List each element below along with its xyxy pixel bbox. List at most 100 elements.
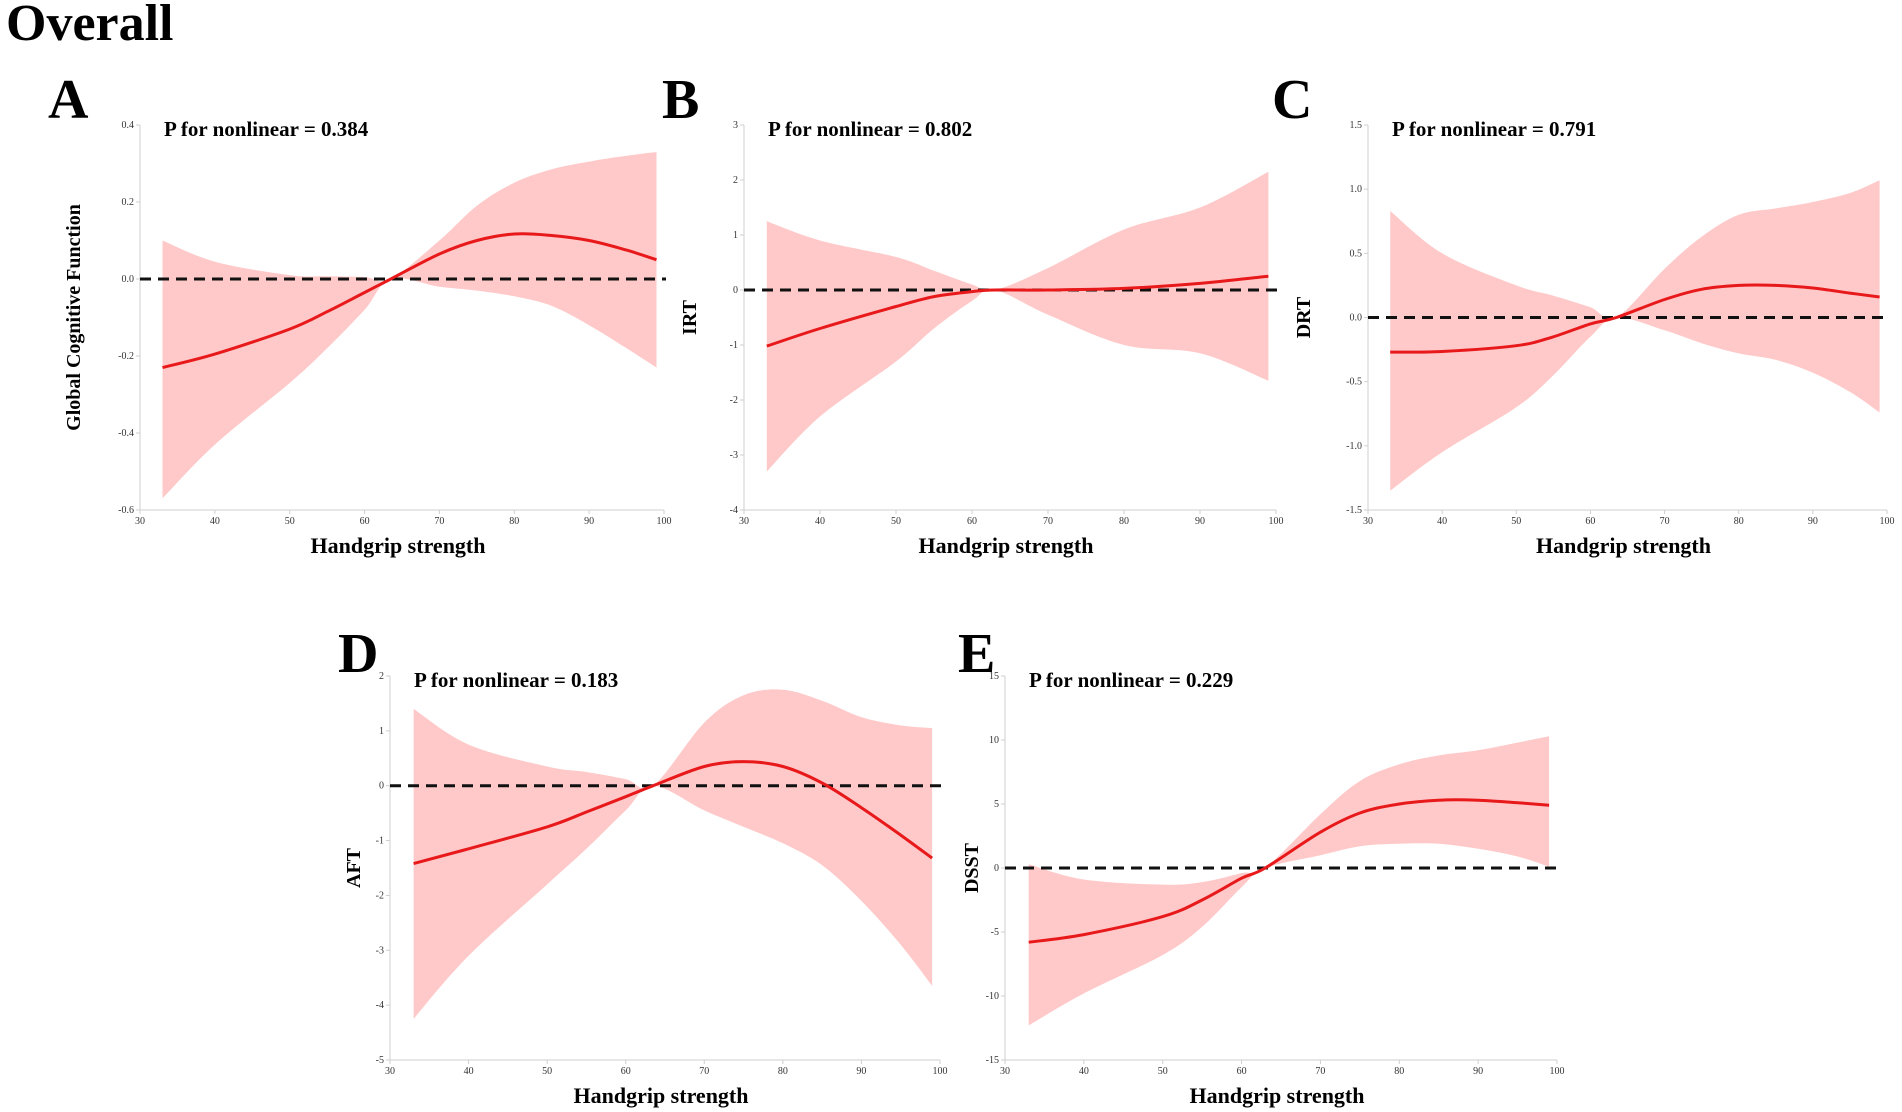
x-tick-label: 40 xyxy=(815,516,825,527)
x-tick-label: 100 xyxy=(1880,516,1895,527)
confidence-band-c xyxy=(1390,180,1880,491)
y-tick-label: 0 xyxy=(733,285,738,296)
panel-a: 30 40 50 60 70 80 90 100 -0.6 -0.4 -0.2 0.0 0.2 0.4 A P… xyxy=(48,69,672,558)
x-tick-label: 70 xyxy=(1660,516,1670,527)
x-tick-label: 60 xyxy=(1237,1066,1247,1077)
estimate-curve-e xyxy=(1028,798,1550,944)
y-tick-label: -15 xyxy=(986,1055,999,1066)
p-nonlinear-annotation-a: P for nonlinear = 0.384 xyxy=(164,117,369,141)
x-tick-label: 90 xyxy=(584,516,594,527)
y-tick-label: 2 xyxy=(379,671,384,682)
y-tick-label: -1.5 xyxy=(1346,505,1362,516)
x-tick-label: 60 xyxy=(621,1066,631,1077)
x-tick-label: 70 xyxy=(699,1066,709,1077)
x-tick-label: 80 xyxy=(1734,516,1744,527)
estimate-curve-a xyxy=(162,232,657,370)
panel-c: 30 40 50 60 70 80 90 100 -1.5 -1.0 -0.5 0.0 0.5 1.0 1.… xyxy=(1272,69,1895,558)
p-nonlinear-annotation-c: P for nonlinear = 0.791 xyxy=(1392,117,1596,141)
x-tick-label: 30 xyxy=(1363,516,1373,527)
p-nonlinear-annotation-d: P for nonlinear = 0.183 xyxy=(414,668,618,692)
x-tick-label: 80 xyxy=(1119,516,1129,527)
x-tick-label: 30 xyxy=(385,1066,395,1077)
x-tick-label: 70 xyxy=(434,516,444,527)
y-tick-label: 0.2 xyxy=(122,197,135,208)
confidence-band-e xyxy=(1028,736,1550,1026)
x-tick-label: 80 xyxy=(778,1066,788,1077)
x-tick-label: 80 xyxy=(509,516,519,527)
x-tick-label: 30 xyxy=(1000,1066,1010,1077)
estimate-curve-d xyxy=(413,760,933,866)
y-tick-label: 3 xyxy=(733,120,738,131)
y-tick-label: 0.0 xyxy=(1350,313,1363,324)
x-tick-label: 90 xyxy=(1808,516,1818,527)
y-tick-label: -5 xyxy=(991,927,999,938)
estimate-curve-b xyxy=(766,274,1269,348)
y-axis-label-a: Global Cognitive Function xyxy=(63,204,85,431)
x-axis-label-c: Handgrip strength xyxy=(1536,533,1711,558)
x-tick-label: 50 xyxy=(891,516,901,527)
y-tick-label: -0.2 xyxy=(118,351,134,362)
x-tick-label: 50 xyxy=(1158,1066,1168,1077)
x-tick-label: 30 xyxy=(135,516,145,527)
y-tick-label: 0.5 xyxy=(1350,248,1363,259)
x-tick-label: 100 xyxy=(657,516,672,527)
x-tick-label: 90 xyxy=(856,1066,866,1077)
y-tick-label: -0.4 xyxy=(118,428,134,439)
panel-b: 30 40 50 60 70 80 90 100 -4 -3 -2 -1 0 1 2 3 B P for nonl… xyxy=(662,69,1284,558)
x-tick-label: 60 xyxy=(1585,516,1595,527)
y-axis-label-c: DRT xyxy=(1293,296,1315,338)
x-axis-label-d: Handgrip strength xyxy=(573,1083,748,1108)
x-tick-label: 50 xyxy=(285,516,295,527)
y-tick-label: 2 xyxy=(733,175,738,186)
y-tick-label: -2 xyxy=(730,395,738,406)
y-tick-label: 0.4 xyxy=(122,120,135,131)
y-tick-label: 0 xyxy=(994,863,999,874)
x-tick-label: 50 xyxy=(542,1066,552,1077)
x-axis-label-e: Handgrip strength xyxy=(1189,1083,1364,1108)
x-tick-label: 80 xyxy=(1394,1066,1404,1077)
y-tick-label: 0 xyxy=(379,781,384,792)
x-tick-label: 100 xyxy=(1550,1066,1565,1077)
y-tick-label: -1.0 xyxy=(1346,441,1362,452)
y-tick-label: 10 xyxy=(989,735,999,746)
y-tick-label: 1.5 xyxy=(1350,120,1363,131)
confidence-band-a xyxy=(162,152,657,499)
x-tick-label: 70 xyxy=(1043,516,1053,527)
x-tick-label: 50 xyxy=(1511,516,1521,527)
y-tick-label: -1 xyxy=(730,340,738,351)
y-axis-label-b: IRT xyxy=(679,299,701,335)
y-tick-label: -1 xyxy=(376,836,384,847)
y-tick-label: 1 xyxy=(379,726,384,737)
x-axis-label-a: Handgrip strength xyxy=(310,533,485,558)
x-tick-label: 100 xyxy=(933,1066,948,1077)
y-tick-label: -4 xyxy=(730,505,738,516)
panel-letter-a: A xyxy=(48,69,89,131)
panel-letter-d: D xyxy=(338,623,378,685)
x-tick-label: 90 xyxy=(1195,516,1205,527)
y-tick-label: -4 xyxy=(376,1000,384,1011)
panel-letter-c: C xyxy=(1272,69,1312,131)
x-tick-label: 40 xyxy=(1079,1066,1089,1077)
x-axis-label-b: Handgrip strength xyxy=(918,533,1093,558)
x-tick-label: 40 xyxy=(464,1066,474,1077)
x-tick-label: 90 xyxy=(1473,1066,1483,1077)
x-tick-label: 60 xyxy=(360,516,370,527)
estimate-curve-c xyxy=(1390,283,1880,354)
y-tick-label: -10 xyxy=(986,991,999,1002)
panel-letter-e: E xyxy=(958,623,995,685)
p-nonlinear-annotation-e: P for nonlinear = 0.229 xyxy=(1029,668,1233,692)
y-tick-label: 0.0 xyxy=(122,274,135,285)
x-tick-label: 100 xyxy=(1269,516,1284,527)
confidence-band-d xyxy=(413,689,933,1019)
y-tick-label: -0.6 xyxy=(118,505,134,516)
x-tick-label: 60 xyxy=(967,516,977,527)
y-tick-label: -3 xyxy=(376,945,384,956)
y-tick-label: -0.5 xyxy=(1346,377,1362,388)
x-tick-label: 40 xyxy=(1437,516,1447,527)
confidence-band-b xyxy=(766,171,1269,472)
panel-d: 30 40 50 60 70 80 90 100 -5 -4 -3 -2 -1 0 1 2D P for non… xyxy=(338,623,948,1108)
x-tick-label: 70 xyxy=(1315,1066,1325,1077)
p-nonlinear-annotation-b: P for nonlinear = 0.802 xyxy=(768,117,972,141)
y-tick-label: -2 xyxy=(376,890,384,901)
